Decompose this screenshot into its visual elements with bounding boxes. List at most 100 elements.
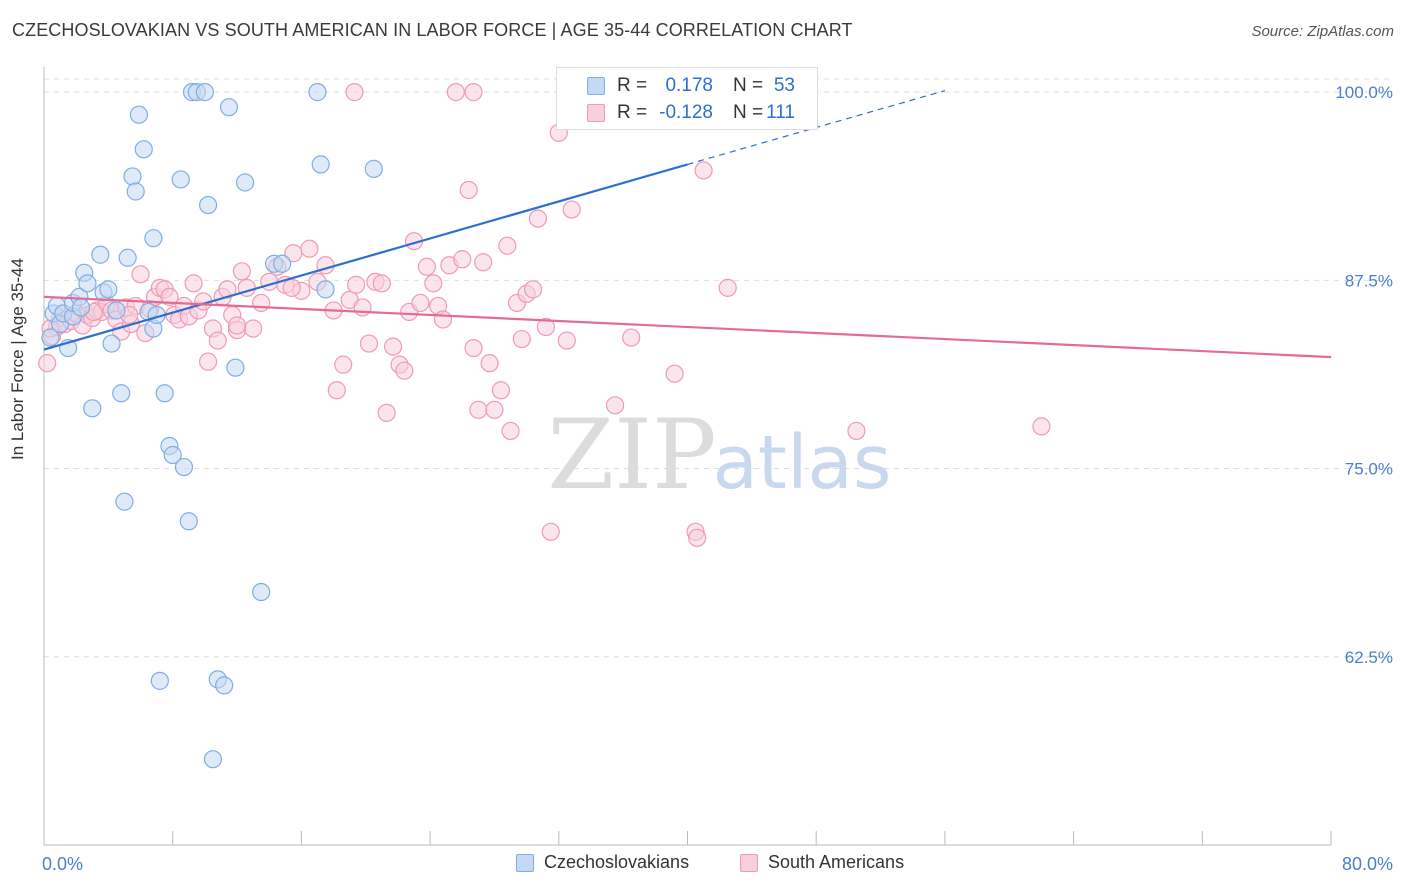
watermark-zip: ZIP	[547, 399, 716, 511]
data-point-south-american	[606, 396, 625, 415]
data-point-south-american	[498, 236, 517, 255]
data-point-south-american	[433, 310, 453, 329]
data-point-south-american	[424, 274, 443, 293]
data-point-south-american	[622, 328, 641, 347]
data-point-south-american	[282, 278, 301, 297]
legend-item-south-americans[interactable]: South Americans	[740, 852, 904, 873]
x-tick-label: 80.0%	[1342, 854, 1393, 874]
data-point-czechoslovakian	[155, 384, 174, 403]
legend-label: Czechoslovakians	[544, 852, 690, 872]
data-point-south-american	[252, 293, 271, 313]
data-point-south-american	[327, 381, 346, 400]
y-tick-label: 62.5%	[1345, 648, 1393, 667]
data-point-czechoslovakian	[215, 676, 234, 695]
data-point-czechoslovakian	[107, 301, 126, 320]
data-point-south-american	[383, 337, 403, 356]
data-point-czechoslovakian	[195, 83, 214, 102]
data-point-czechoslovakian	[316, 280, 335, 299]
data-point-south-american	[198, 352, 218, 371]
data-point-czechoslovakian	[91, 245, 110, 264]
y-tick-labels: 62.5% 75.0% 87.5% 100.0%	[1335, 83, 1393, 667]
data-point-czechoslovakian	[129, 105, 149, 124]
data-point-south-american	[244, 319, 263, 338]
data-point-south-american	[346, 275, 366, 294]
data-point-south-american	[411, 293, 430, 313]
data-point-south-american	[260, 272, 279, 291]
data-point-czechoslovakian	[252, 582, 271, 602]
y-tick-label: 100.0%	[1335, 83, 1393, 102]
data-point-south-american	[417, 257, 436, 276]
data-point-czechoslovakian	[219, 98, 239, 117]
data-point-czechoslovakian	[144, 229, 163, 248]
data-point-south-american	[131, 265, 150, 284]
data-point-south-american	[480, 354, 499, 373]
data-point-czechoslovakian	[102, 334, 121, 353]
data-point-south-american	[359, 334, 379, 353]
data-point-czechoslovakian	[171, 170, 190, 189]
data-point-south-american	[446, 83, 465, 102]
legend-r-value: -0.128	[659, 102, 713, 123]
data-point-south-american	[232, 262, 251, 281]
data-point-south-american	[501, 421, 520, 441]
data-point-south-american	[512, 329, 531, 349]
legend-r-value: 0.178	[665, 75, 713, 96]
series-legend: Czechoslovakians South Americans	[0, 852, 1406, 878]
data-point-south-american	[453, 250, 472, 269]
chart-title: CZECHOSLOVAKIAN VS SOUTH AMERICAN IN LAB…	[12, 20, 853, 40]
legend-row-czechoslovakians: R = 0.178 N = 53	[557, 73, 817, 101]
legend-r-label: R =	[617, 102, 648, 123]
legend-item-czechoslovakians[interactable]: Czechoslovakians	[516, 852, 689, 873]
data-point-czechoslovakian	[235, 173, 255, 192]
axes	[43, 67, 1332, 846]
data-point-czechoslovakian	[126, 182, 145, 201]
data-point-south-american	[1032, 417, 1051, 436]
legend-label: South Americans	[768, 852, 905, 872]
legend-swatch-pink	[587, 104, 605, 122]
data-point-czechoslovakian	[198, 195, 218, 215]
series-south-americans	[38, 83, 1051, 547]
legend-n-value: 53	[773, 75, 795, 96]
data-point-south-american	[474, 253, 493, 272]
data-point-south-american	[300, 239, 319, 258]
series-czechoslovakians	[41, 83, 383, 769]
legend-swatch-pink	[740, 853, 758, 872]
data-point-czechoslovakian	[41, 328, 60, 347]
data-point-south-american	[469, 400, 488, 419]
data-point-south-american	[227, 316, 247, 335]
data-point-czechoslovakian	[118, 248, 137, 267]
data-point-czechoslovakian	[78, 274, 97, 293]
legend-r-label: R =	[617, 75, 648, 96]
data-point-czechoslovakian	[71, 298, 91, 317]
data-point-czechoslovakian	[112, 384, 131, 403]
chart-source: Source: ZipAtlas.com	[1251, 23, 1394, 40]
data-point-south-american	[395, 361, 414, 380]
legend-swatch-blue	[516, 853, 534, 872]
data-point-south-american	[665, 364, 684, 383]
trend-line-south-americans	[43, 295, 1332, 359]
x-tick-label: 0.0%	[42, 854, 83, 874]
data-point-czechoslovakian	[115, 492, 134, 511]
data-point-south-american	[562, 200, 581, 219]
y-axis-label: In Labor Force | Age 35-44	[8, 258, 27, 460]
legend-row-south-americans: R = -0.128 N = 111	[557, 100, 817, 128]
correlation-legend: R = 0.178 N = 53 R = -0.128 N = 111	[556, 67, 818, 130]
data-point-south-american	[491, 381, 510, 400]
legend-swatch-blue	[587, 77, 605, 95]
data-point-czechoslovakian	[308, 83, 327, 102]
data-point-czechoslovakian	[83, 399, 102, 418]
data-point-czechoslovakian	[123, 167, 142, 186]
data-point-czechoslovakian	[150, 671, 169, 690]
data-point-south-american	[345, 83, 364, 102]
data-point-south-american	[184, 274, 203, 293]
data-point-czechoslovakian	[226, 358, 245, 377]
data-point-czechoslovakian	[134, 140, 153, 159]
legend-n-label: N =	[733, 102, 764, 123]
data-point-south-american	[464, 83, 483, 102]
data-point-south-american	[38, 354, 57, 373]
data-point-czechoslovakian	[311, 155, 330, 174]
data-point-czechoslovakian	[163, 445, 182, 465]
data-point-south-american	[688, 528, 707, 547]
data-point-south-american	[464, 338, 483, 358]
data-point-czechoslovakian	[272, 254, 292, 273]
